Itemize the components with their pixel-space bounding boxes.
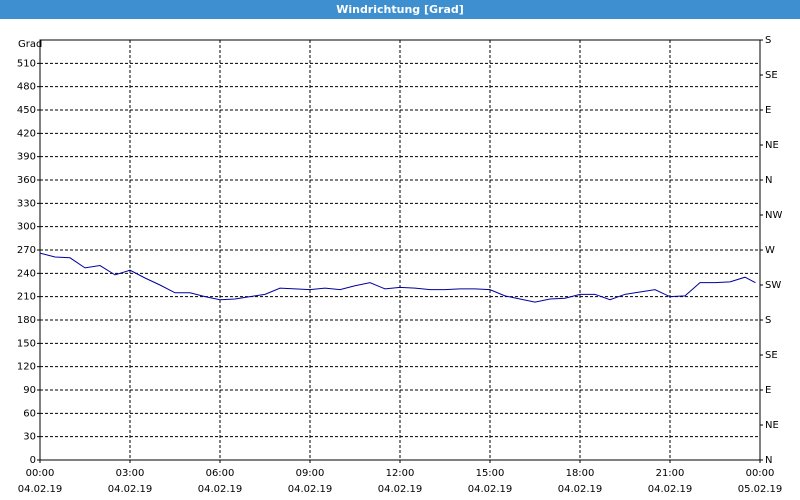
y-tick-label: 270	[17, 245, 36, 256]
x-tick-label: 21:00	[656, 468, 685, 479]
y-tick-label: 450	[17, 105, 36, 116]
x-tick-label: 00:00	[26, 468, 55, 479]
y-axis-label: Grad	[18, 39, 42, 50]
y-tick-label: 60	[23, 408, 36, 419]
y2-tick-label: N	[765, 455, 772, 466]
x-tick-label: 12:00	[386, 468, 415, 479]
y-tick-label: 150	[17, 338, 36, 349]
y-tick-label: 360	[17, 175, 36, 186]
y2-tick-label: S	[765, 315, 771, 326]
y-tick-label: 90	[23, 385, 36, 396]
y-tick-label: 240	[17, 268, 36, 279]
y-tick-label: 180	[17, 315, 36, 326]
x-tick-date: 05.02.19	[738, 484, 783, 495]
x-tick-date: 04.02.19	[378, 484, 423, 495]
y-tick-label: 210	[17, 292, 36, 303]
chart-title: Windrichtung [Grad]	[336, 3, 464, 16]
x-tick-label: 18:00	[566, 468, 595, 479]
x-tick-label: 09:00	[296, 468, 325, 479]
x-tick-label: 06:00	[206, 468, 235, 479]
y-tick-label: 510	[17, 58, 36, 69]
plot-frame	[39, 39, 761, 461]
y2-tick-label: S	[765, 35, 771, 46]
y-tick-label: 480	[17, 82, 36, 93]
y-tick-label: 330	[17, 198, 36, 209]
x-tick-label: 15:00	[476, 468, 505, 479]
data-line	[39, 252, 756, 303]
y-tick-label: 420	[17, 128, 36, 139]
x-tick-date: 04.02.19	[558, 484, 603, 495]
y2-tick-label: E	[765, 385, 771, 396]
y2-tick-label: E	[765, 105, 771, 116]
y2-tick-label: W	[765, 245, 775, 256]
y-tick-label: 0	[30, 455, 36, 466]
x-tick-date: 04.02.19	[108, 484, 153, 495]
y-tick-label: 300	[17, 222, 36, 233]
y2-tick-label: SE	[765, 70, 778, 81]
y-tick-label: 390	[17, 152, 36, 163]
x-tick-label: 00:00	[746, 468, 775, 479]
y2-tick-label: SE	[765, 350, 778, 361]
y-tick-label: 120	[17, 362, 36, 373]
x-tick-date: 04.02.19	[18, 484, 63, 495]
x-tick-date: 04.02.19	[648, 484, 693, 495]
y-tick-label: 30	[23, 432, 36, 443]
title-bar: Windrichtung [Grad]	[0, 0, 800, 19]
x-tick-date: 04.02.19	[198, 484, 243, 495]
y2-tick-label: NW	[765, 210, 782, 221]
y2-tick-label: NE	[765, 420, 779, 431]
y2-tick-label: N	[765, 175, 772, 186]
y2-tick-label: SW	[765, 280, 781, 291]
x-tick-label: 03:00	[116, 468, 145, 479]
y2-tick-label: NE	[765, 140, 779, 151]
x-tick-date: 04.02.19	[288, 484, 333, 495]
x-tick-date: 04.02.19	[468, 484, 513, 495]
